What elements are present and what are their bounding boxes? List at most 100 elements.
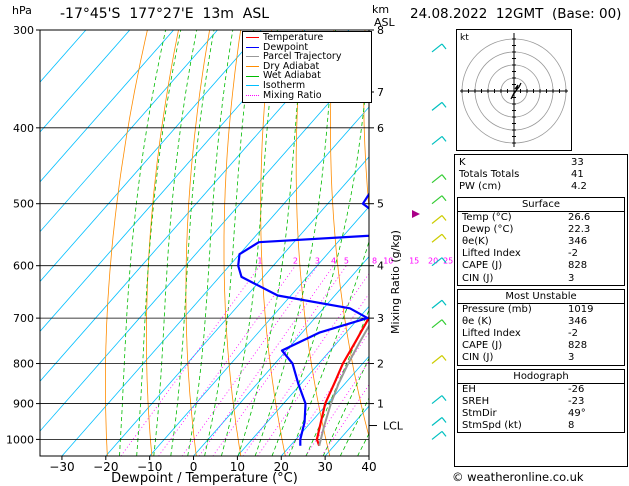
index-label: CAPE (J) bbox=[462, 340, 503, 352]
index-list: K 33 Totals Totals 41 PW (cm) 4.2 bbox=[455, 155, 627, 195]
index-row: θe (K) 346 bbox=[458, 316, 624, 328]
temperature-tick-label: −10 bbox=[137, 460, 162, 474]
wind-barb bbox=[431, 395, 443, 405]
temperature-tick-label: −20 bbox=[93, 460, 118, 474]
index-value: 49° bbox=[568, 408, 586, 419]
legend-label: Mixing Ratio bbox=[263, 89, 322, 101]
km-tick-label: 6 bbox=[377, 122, 384, 135]
legend-label: Wet Adiabat bbox=[263, 70, 321, 82]
index-label: Pressure (mb) bbox=[462, 303, 532, 315]
most-unstable-title: Most Unstable bbox=[458, 290, 624, 304]
index-label: CIN (J) bbox=[462, 272, 494, 284]
series-dewpoint bbox=[237, 192, 369, 446]
index-row: CIN (J) 3 bbox=[458, 273, 624, 285]
wind-barb bbox=[431, 233, 443, 243]
pressure-tick-label: 600 bbox=[13, 260, 34, 273]
pressure-tick-label: 800 bbox=[13, 358, 34, 371]
temperature-tick-label: 20 bbox=[274, 460, 289, 474]
index-row: StmSpd (kt) 8 bbox=[458, 420, 624, 432]
asl-label: ASL bbox=[374, 16, 395, 29]
mixing-ratio-line bbox=[181, 265, 318, 456]
wind-barb bbox=[431, 174, 443, 184]
isotherm-line bbox=[40, 30, 131, 133]
mixing-ratio-line bbox=[212, 265, 347, 456]
dry-adiabat-line bbox=[260, 30, 286, 456]
hodograph-trace bbox=[510, 82, 522, 100]
km-tick-label: 2 bbox=[377, 358, 384, 371]
plot-frame bbox=[39, 29, 370, 457]
km-label: km bbox=[372, 3, 390, 16]
legend-label: Dry Adiabat bbox=[263, 60, 320, 72]
dry-adiabat-line bbox=[185, 30, 210, 456]
legend-swatch bbox=[246, 75, 259, 77]
most-unstable-box: Most Unstable Pressure (mb) 1019 θe (K) 346… bbox=[457, 288, 625, 366]
km-tick-label: 3 bbox=[377, 312, 384, 325]
legend-entry: Parcel Trajectory bbox=[243, 52, 371, 62]
location-title: -17°45'S 177°27'E 13m ASL bbox=[60, 6, 270, 22]
mixing-ratio-line bbox=[120, 265, 261, 456]
index-label: CIN (J) bbox=[462, 352, 494, 364]
mixing-ratio-label: 3 bbox=[315, 257, 320, 266]
wet-adiabat-line bbox=[237, 30, 305, 456]
index-label: Totals Totals bbox=[459, 169, 520, 181]
legend-label: Dewpoint bbox=[263, 41, 309, 53]
index-value: 26.6 bbox=[568, 211, 591, 223]
km-tick-label: 8 bbox=[377, 24, 384, 37]
copyright-footer[interactable]: © weatheronline.co.uk bbox=[452, 470, 584, 484]
wind-barb bbox=[431, 430, 443, 440]
hpa-label: hPa bbox=[12, 4, 32, 17]
mixing-ratio-axis-label: Mixing Ratio (g/kg) bbox=[389, 230, 402, 334]
legend-entry: Temperature bbox=[243, 33, 371, 43]
wet-adiabat-line bbox=[204, 30, 255, 456]
temperature-tick-label: −30 bbox=[49, 460, 74, 474]
wet-adiabat-line bbox=[254, 30, 336, 456]
pressure-tick-label: 700 bbox=[13, 312, 34, 325]
index-row: SREH -23 bbox=[458, 396, 624, 408]
wind-barb bbox=[431, 101, 443, 111]
index-value: -26 bbox=[568, 383, 585, 395]
wind-barb bbox=[431, 355, 443, 364]
isotherm-line bbox=[193, 256, 369, 456]
index-row: Temp (°C) 26.6 bbox=[458, 212, 624, 224]
legend-label: Isotherm bbox=[263, 79, 306, 91]
index-label: EH bbox=[462, 383, 476, 395]
index-value: -23 bbox=[568, 395, 585, 407]
legend-swatch bbox=[246, 85, 259, 87]
mixing-ratio-line bbox=[242, 272, 369, 456]
wind-barb bbox=[431, 43, 443, 53]
wet-adiabat-line bbox=[288, 240, 369, 456]
index-label: Dewp (°C) bbox=[462, 223, 514, 235]
index-row: Pressure (mb) 1019 bbox=[458, 304, 624, 316]
legend-label: Temperature bbox=[263, 32, 324, 43]
mixing-ratio-label: 8 bbox=[372, 257, 377, 266]
wet-adiabat-line bbox=[153, 30, 198, 456]
dry-adiabat-line bbox=[295, 30, 331, 456]
index-row: PW (cm) 4.2 bbox=[455, 181, 627, 193]
index-row: θe(K) 346 bbox=[458, 236, 624, 248]
index-value: 3 bbox=[568, 352, 575, 364]
isotherm-line bbox=[280, 355, 369, 456]
lcl-label: LCL bbox=[383, 420, 404, 433]
dry-adiabat-line bbox=[105, 30, 148, 456]
pressure-tick-label: 900 bbox=[13, 398, 34, 411]
index-value: 8 bbox=[568, 420, 575, 432]
index-row: Lifted Index -2 bbox=[458, 248, 624, 260]
index-label: Temp (°C) bbox=[462, 211, 512, 223]
km-tick-label: 5 bbox=[377, 198, 384, 211]
index-value: 33 bbox=[571, 157, 584, 168]
index-value: 22.3 bbox=[568, 223, 591, 235]
hodograph-title: Hodograph bbox=[458, 370, 624, 384]
index-value: -2 bbox=[568, 328, 578, 340]
isotherm-line bbox=[40, 30, 262, 283]
index-value: 828 bbox=[568, 340, 588, 352]
index-row: CIN (J) 3 bbox=[458, 352, 624, 364]
wind-barb bbox=[441, 195, 447, 202]
index-label: K bbox=[459, 157, 466, 168]
wind-barb bbox=[431, 195, 443, 205]
index-value: -2 bbox=[568, 248, 578, 260]
wind-barb bbox=[441, 395, 447, 401]
surface-box: Surface Temp (°C) 26.6 Dewp (°C) 22.3 θe(K) 3… bbox=[457, 196, 625, 286]
index-label: StmDir bbox=[462, 408, 497, 419]
wet-adiabat-line bbox=[119, 30, 166, 456]
isotherm-line bbox=[40, 30, 174, 183]
